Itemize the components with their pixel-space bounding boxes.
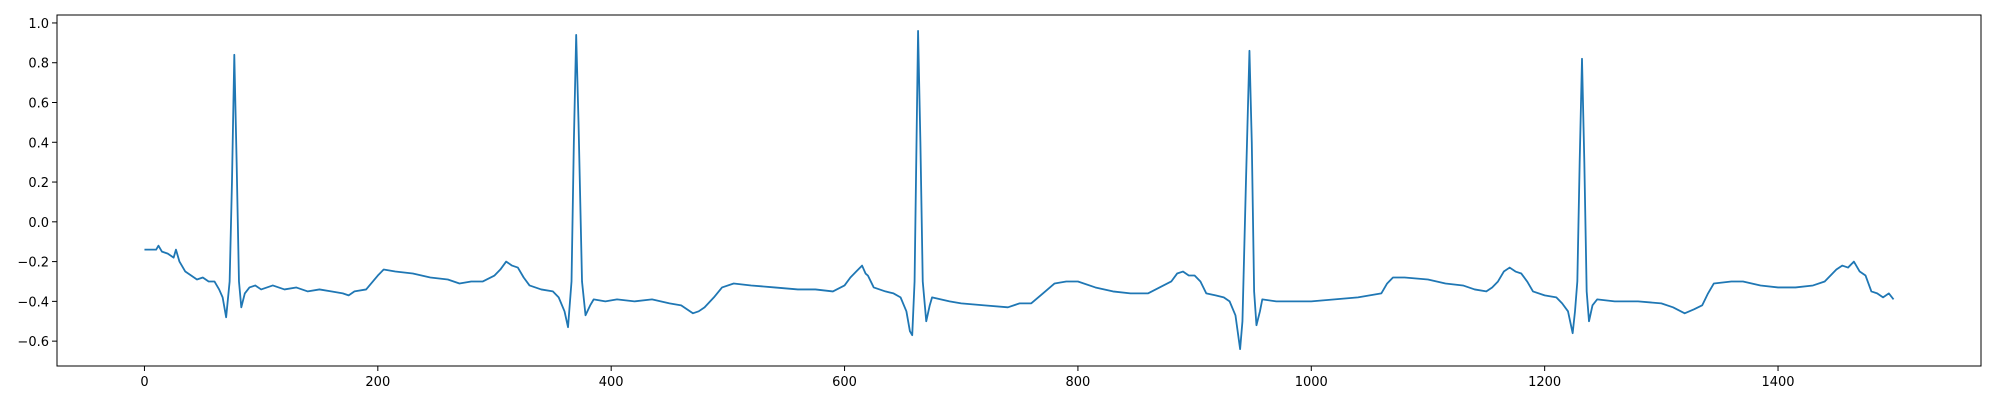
x-tick-label: 0 — [140, 375, 148, 390]
y-tick-label: 0.4 — [28, 136, 49, 151]
x-tick-label: 800 — [1066, 375, 1091, 390]
x-tick-label: 1000 — [1295, 375, 1328, 390]
y-tick-label: −0.4 — [17, 295, 49, 310]
y-tick-label: −0.6 — [17, 335, 49, 350]
plot-frame — [56, 14, 1982, 367]
x-tick-label: 600 — [832, 375, 857, 390]
x-tick-label: 200 — [365, 375, 390, 390]
y-tick-label: 1.0 — [28, 17, 49, 32]
y-tick-label: 0.8 — [28, 57, 49, 72]
x-tick-label: 400 — [599, 375, 624, 390]
y-tick-label: −0.2 — [17, 256, 49, 271]
line — [144, 30, 1895, 350]
y-tick-label: 0.2 — [28, 176, 49, 191]
x-tick-label: 1400 — [1761, 375, 1794, 390]
y-tick-label: 0.0 — [28, 216, 49, 231]
y-tick-label: 0.6 — [28, 97, 49, 112]
x-tick-label: 1200 — [1528, 375, 1561, 390]
